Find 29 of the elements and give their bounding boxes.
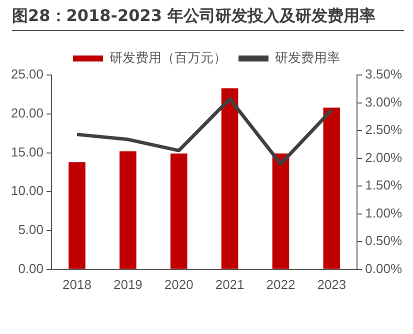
y2-tick-label: 2.50% <box>365 122 402 138</box>
bar <box>68 162 86 269</box>
y-tick-label: 15.00 <box>10 144 44 160</box>
legend-label: 研发费用（百万元） <box>110 50 226 66</box>
y-tick-label: 20.00 <box>10 105 44 120</box>
y2-tick-label: 1.00% <box>365 205 402 220</box>
chart-title: 图28：2018-2023 年公司研发投入及研发费用率 <box>12 6 404 31</box>
y2-tick-label: 2.00% <box>365 150 402 165</box>
bar <box>272 154 290 269</box>
bar <box>323 108 340 269</box>
y2-tick-label: 1.50% <box>365 178 402 193</box>
bar <box>170 154 188 269</box>
y2-tick-label: 3.50% <box>365 66 402 82</box>
y2-tick-label: 0.50% <box>365 233 402 248</box>
y2-tick-label: 0.00% <box>365 260 402 276</box>
bar <box>221 88 238 269</box>
x-tick-label: 2021 <box>215 276 244 292</box>
x-tick-label: 2018 <box>62 276 92 292</box>
x-tick-label: 2019 <box>113 276 142 292</box>
y-tick-label: 0.00 <box>18 260 44 276</box>
y-tick-label: 5.00 <box>18 222 44 238</box>
legend-label: 研发费用率 <box>275 50 340 66</box>
x-tick-label: 2022 <box>266 276 296 292</box>
y-tick-label: 10.00 <box>10 183 44 198</box>
x-tick-label: 2020 <box>164 276 194 292</box>
y-tick-label: 25.00 <box>10 66 44 82</box>
x-tick-label: 2023 <box>317 276 346 292</box>
bar <box>120 151 136 269</box>
y2-tick-label: 3.00% <box>365 94 402 110</box>
